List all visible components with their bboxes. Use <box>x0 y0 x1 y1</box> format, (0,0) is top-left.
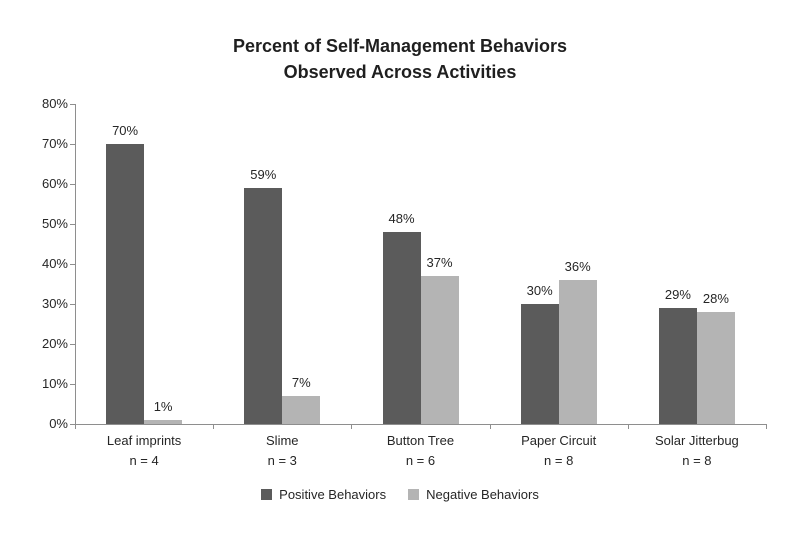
category-label: Slime <box>266 433 299 448</box>
category-n-label: n = 4 <box>129 453 159 468</box>
bar-value-label: 7% <box>291 375 311 390</box>
y-axis-tick-label: 80% <box>41 96 68 111</box>
y-axis-tick <box>70 424 75 425</box>
bar-value-label: 37% <box>426 255 453 270</box>
y-axis-tick <box>70 104 75 105</box>
x-axis-tick <box>351 425 353 429</box>
category-n-label: n = 6 <box>405 453 436 468</box>
chart-title: Percent of Self-Management Behaviors Obs… <box>0 33 800 85</box>
bar-value-label: 59% <box>250 167 277 182</box>
chart-title-line1: Percent of Self-Management Behaviors <box>232 36 568 56</box>
legend-item: Negative Behaviors <box>408 487 539 502</box>
legend-swatch-icon <box>408 489 420 500</box>
y-axis-tick <box>70 224 75 225</box>
bar-positive <box>106 144 145 424</box>
chart-title-line2: Observed Across Activities <box>283 62 517 82</box>
bar-value-label: 29% <box>664 287 691 302</box>
x-axis-tick <box>213 425 215 429</box>
bar-value-label: 28% <box>702 291 729 306</box>
legend-swatch-icon <box>261 489 273 500</box>
bar-negative <box>144 420 183 424</box>
chart-legend: Positive Behaviors Negative Behaviors <box>0 487 800 502</box>
y-axis-tick <box>70 264 75 265</box>
category-n-label: n = 8 <box>544 453 574 468</box>
y-axis-tick <box>70 384 75 385</box>
y-axis-tick <box>70 144 75 145</box>
bar-negative <box>282 396 321 424</box>
bar-positive <box>244 188 283 424</box>
bar-positive <box>520 304 559 424</box>
legend-item: Positive Behaviors <box>261 487 386 502</box>
y-axis-tick-label: 70% <box>41 136 68 151</box>
y-axis-tick-label: 50% <box>41 216 68 231</box>
bar-positive <box>382 232 421 424</box>
category-label: Paper Circuit <box>521 433 597 448</box>
category-label: Leaf imprints <box>106 433 182 448</box>
y-axis-line <box>75 104 76 425</box>
legend-label: Negative Behaviors <box>426 487 539 502</box>
bar-negative <box>420 276 459 424</box>
x-axis-line <box>75 424 767 425</box>
category-label: Solar Jitterbug <box>654 433 739 448</box>
bar-negative <box>696 312 735 424</box>
x-axis-tick <box>627 425 629 429</box>
x-axis-tick <box>75 425 76 429</box>
legend-label: Positive Behaviors <box>279 487 387 502</box>
y-axis-tick-label: 60% <box>41 176 68 191</box>
y-axis-tick-label: 30% <box>41 296 68 311</box>
category-n-label: n = 8 <box>682 453 712 468</box>
x-axis-tick <box>489 425 491 429</box>
bar-positive <box>658 308 697 424</box>
bar-value-label: 1% <box>153 399 173 414</box>
y-axis-tick <box>70 184 75 185</box>
y-axis-tick <box>70 304 75 305</box>
y-axis-tick-label: 40% <box>41 256 68 271</box>
bar-negative <box>558 280 597 424</box>
bar-value-label: 70% <box>112 123 139 138</box>
y-axis-tick-label: 0% <box>49 416 68 431</box>
y-axis-tick <box>70 344 75 345</box>
category-n-label: n = 3 <box>267 453 297 468</box>
category-label: Button Tree <box>386 433 455 448</box>
y-axis-tick-label: 10% <box>41 376 68 391</box>
bar-value-label: 48% <box>388 211 415 226</box>
y-axis-tick-label: 20% <box>41 336 68 351</box>
x-axis-tick <box>766 425 767 429</box>
bar-value-label: 36% <box>564 259 591 274</box>
bar-value-label: 30% <box>526 283 553 298</box>
